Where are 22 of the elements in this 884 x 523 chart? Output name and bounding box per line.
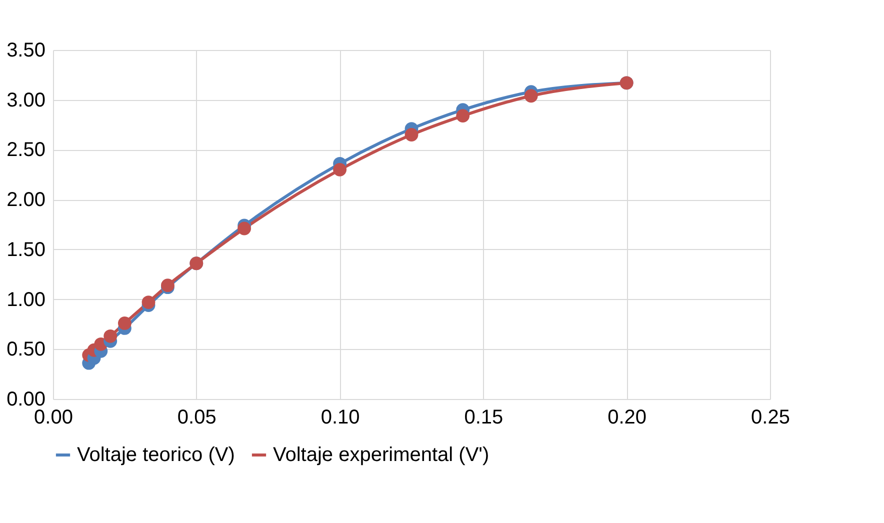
x-tick-label: 0.15: [464, 406, 504, 428]
y-tick-label: 2.00: [6, 189, 46, 212]
point: [238, 222, 252, 236]
point: [404, 128, 418, 142]
point: [333, 162, 347, 176]
point: [104, 329, 118, 343]
point: [142, 296, 156, 309]
x-tick-label: 0.20: [608, 406, 647, 428]
y-tick-label: 3.00: [6, 89, 46, 112]
y-tick-label: 1.50: [6, 238, 46, 261]
point: [118, 316, 132, 330]
x-tick-label: 0.05: [177, 406, 216, 428]
point: [524, 89, 538, 103]
y-tick-label: 3.50: [6, 40, 46, 62]
point: [456, 109, 470, 123]
y-tick-label: 1.00: [6, 288, 46, 311]
y-tick-label: 0.50: [6, 338, 46, 361]
y-tick-label: 2.50: [6, 139, 46, 162]
legend-label: Voltaje teorico (V): [77, 444, 235, 466]
legend-label: Voltaje experimental (V'): [273, 444, 490, 466]
x-tick-label: 0.25: [751, 406, 790, 428]
x-tick-label: 0.10: [320, 406, 360, 428]
